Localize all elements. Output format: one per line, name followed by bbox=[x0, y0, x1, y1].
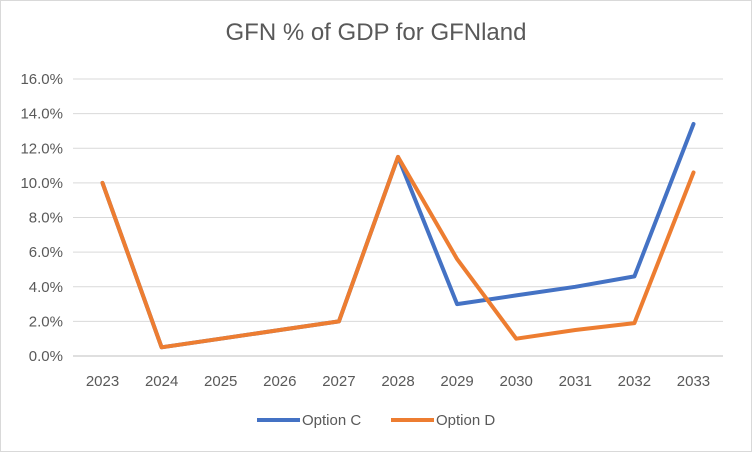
x-tick-label: 2028 bbox=[381, 373, 414, 390]
y-tick-label: 0.0% bbox=[29, 348, 63, 365]
y-tick-label: 4.0% bbox=[29, 279, 63, 296]
gridlines bbox=[73, 78, 723, 322]
y-tick-label: 8.0% bbox=[29, 210, 63, 227]
x-tick-label: 2025 bbox=[204, 373, 237, 390]
y-tick-label: 2.0% bbox=[29, 313, 63, 330]
legend-label: Option D bbox=[436, 412, 495, 429]
x-tick-label: 2027 bbox=[322, 373, 355, 390]
y-tick-label: 16.0% bbox=[20, 71, 63, 88]
x-tick-label: 2029 bbox=[440, 373, 473, 390]
legend-label: Option C bbox=[302, 412, 361, 429]
axes: 0.0% 2.0% 4.0% 6.0% 8.0% 10.0% 12.0% 14.0% 16.0%… bbox=[20, 71, 723, 390]
x-tick-label: 2030 bbox=[499, 373, 532, 390]
x-tick-label: 2032 bbox=[618, 373, 651, 390]
x-tick-label: 2024 bbox=[145, 373, 178, 390]
x-tick-label: 2033 bbox=[677, 373, 710, 390]
series-line-option-d bbox=[100, 154, 696, 350]
x-tick-label: 2023 bbox=[86, 373, 119, 390]
y-tick-label: 10.0% bbox=[20, 175, 63, 192]
y-tick-label: 6.0% bbox=[29, 244, 63, 261]
x-tick-label: 2026 bbox=[263, 373, 296, 390]
chart-title: GFN % of GDP for GFNland bbox=[225, 19, 527, 46]
x-tick-label: 2031 bbox=[559, 373, 592, 390]
y-tick-label: 14.0% bbox=[20, 106, 63, 123]
legend: Option C Option D bbox=[257, 412, 495, 429]
y-tick-label: 12.0% bbox=[20, 140, 63, 157]
series-lines bbox=[100, 122, 696, 350]
